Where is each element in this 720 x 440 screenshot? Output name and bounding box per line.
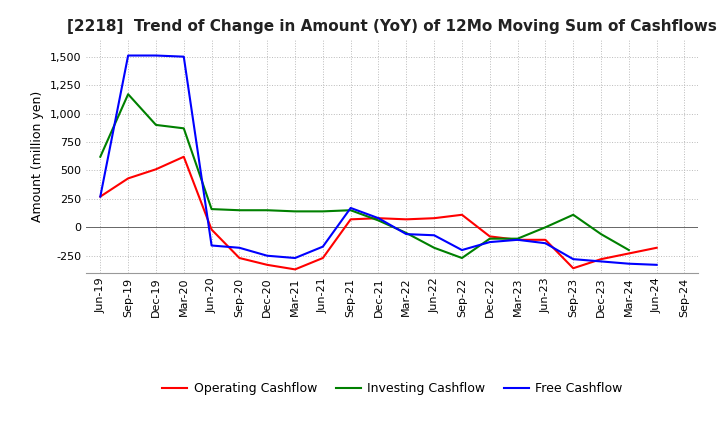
- Legend: Operating Cashflow, Investing Cashflow, Free Cashflow: Operating Cashflow, Investing Cashflow, …: [158, 377, 627, 400]
- Free Cashflow: [235, 245, 243, 250]
- Free Cashflow: [569, 257, 577, 262]
- Free Cashflow: [374, 216, 383, 221]
- Investing Cashflow: [152, 122, 161, 128]
- Investing Cashflow: [485, 236, 494, 241]
- Investing Cashflow: [569, 212, 577, 217]
- Operating Cashflow: [597, 257, 606, 262]
- Investing Cashflow: [207, 206, 216, 212]
- Free Cashflow: [430, 233, 438, 238]
- Operating Cashflow: [207, 227, 216, 232]
- Operating Cashflow: [96, 194, 104, 199]
- Investing Cashflow: [513, 236, 522, 241]
- Free Cashflow: [318, 244, 327, 249]
- Investing Cashflow: [96, 154, 104, 159]
- Free Cashflow: [207, 243, 216, 248]
- Free Cashflow: [458, 247, 467, 253]
- Free Cashflow: [263, 253, 271, 258]
- Line: Operating Cashflow: Operating Cashflow: [100, 157, 657, 269]
- Free Cashflow: [152, 53, 161, 58]
- Operating Cashflow: [374, 216, 383, 221]
- Free Cashflow: [402, 231, 410, 237]
- Free Cashflow: [513, 237, 522, 242]
- Free Cashflow: [624, 261, 633, 266]
- Y-axis label: Amount (million yen): Amount (million yen): [32, 91, 45, 222]
- Free Cashflow: [597, 259, 606, 264]
- Operating Cashflow: [263, 262, 271, 268]
- Investing Cashflow: [430, 245, 438, 250]
- Title: [2218]  Trend of Change in Amount (YoY) of 12Mo Moving Sum of Cashflows: [2218] Trend of Change in Amount (YoY) o…: [68, 19, 717, 34]
- Investing Cashflow: [597, 231, 606, 237]
- Free Cashflow: [96, 194, 104, 199]
- Investing Cashflow: [541, 225, 550, 230]
- Investing Cashflow: [374, 218, 383, 223]
- Operating Cashflow: [402, 216, 410, 222]
- Investing Cashflow: [179, 126, 188, 131]
- Investing Cashflow: [458, 255, 467, 260]
- Investing Cashflow: [291, 209, 300, 214]
- Free Cashflow: [179, 54, 188, 59]
- Free Cashflow: [541, 241, 550, 246]
- Operating Cashflow: [652, 245, 661, 250]
- Free Cashflow: [291, 255, 300, 260]
- Investing Cashflow: [346, 208, 355, 213]
- Investing Cashflow: [624, 247, 633, 253]
- Free Cashflow: [124, 53, 132, 58]
- Investing Cashflow: [124, 92, 132, 97]
- Free Cashflow: [485, 239, 494, 245]
- Operating Cashflow: [235, 255, 243, 260]
- Operating Cashflow: [624, 251, 633, 256]
- Line: Free Cashflow: Free Cashflow: [100, 55, 657, 265]
- Operating Cashflow: [124, 176, 132, 181]
- Investing Cashflow: [235, 208, 243, 213]
- Investing Cashflow: [402, 231, 410, 236]
- Operating Cashflow: [485, 234, 494, 239]
- Operating Cashflow: [513, 237, 522, 242]
- Operating Cashflow: [430, 216, 438, 221]
- Operating Cashflow: [152, 167, 161, 172]
- Operating Cashflow: [346, 216, 355, 222]
- Line: Investing Cashflow: Investing Cashflow: [100, 94, 629, 258]
- Free Cashflow: [346, 205, 355, 211]
- Investing Cashflow: [263, 208, 271, 213]
- Operating Cashflow: [179, 154, 188, 159]
- Operating Cashflow: [541, 237, 550, 242]
- Operating Cashflow: [569, 266, 577, 271]
- Investing Cashflow: [318, 209, 327, 214]
- Operating Cashflow: [318, 255, 327, 260]
- Operating Cashflow: [458, 212, 467, 217]
- Operating Cashflow: [291, 267, 300, 272]
- Free Cashflow: [652, 262, 661, 268]
